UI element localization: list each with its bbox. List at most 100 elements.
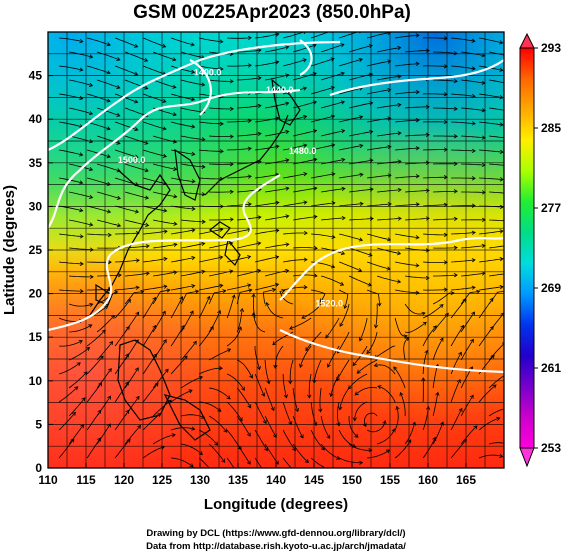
- streamline: [305, 331, 322, 351]
- streamline-arrowhead: [166, 288, 171, 293]
- streamline: [293, 216, 317, 221]
- streamline-arrowhead: [79, 152, 84, 157]
- y-tick-label: 10: [29, 374, 43, 388]
- streamline: [460, 395, 474, 417]
- streamline: [292, 443, 309, 463]
- streamline-arrowhead: [114, 290, 119, 295]
- streamline: [461, 107, 486, 111]
- streamline: [432, 292, 454, 305]
- streamline-arrowhead: [249, 374, 253, 379]
- streamline: [339, 303, 350, 327]
- streamline: [337, 401, 340, 426]
- streamline-arrowhead: [329, 392, 334, 398]
- streamline-arrowhead: [352, 417, 357, 422]
- streamline: [143, 230, 168, 235]
- streamline: [321, 188, 345, 193]
- streamline: [96, 79, 120, 89]
- streamline-arrowhead: [425, 48, 430, 53]
- streamline-arrowhead: [162, 181, 168, 186]
- streamline: [142, 121, 167, 130]
- streamline-arrowhead: [88, 194, 94, 199]
- streamline: [254, 345, 260, 370]
- axis-ticks: 110 115 120 125 130 135 140 145 150 155 160 165 0 5 10…: [29, 69, 477, 487]
- streamline: [374, 364, 396, 375]
- streamline: [255, 145, 279, 151]
- streamline: [283, 173, 307, 179]
- streamline-arrowhead: [534, 425, 537, 428]
- streamline-arrowhead: [397, 45, 402, 51]
- x-axis-label: Longitude (degrees): [204, 496, 348, 513]
- streamline-arrowhead: [357, 267, 363, 272]
- streamline: [124, 367, 139, 389]
- streamline: [320, 415, 331, 439]
- streamline-arrowhead: [326, 363, 331, 368]
- streamline-arrowhead: [471, 285, 476, 290]
- streamline: [170, 427, 195, 431]
- streamline-arrowhead: [538, 137, 541, 141]
- streamline-arrowhead: [341, 157, 346, 162]
- streamline: [152, 311, 166, 333]
- streamline: [283, 232, 308, 235]
- streamline: [115, 287, 140, 291]
- streamline: [330, 373, 340, 397]
- streamline-arrowhead: [386, 266, 391, 271]
- streamline: [451, 121, 476, 125]
- streamline: [114, 65, 138, 76]
- streamline: [142, 93, 166, 103]
- streamline: [208, 348, 231, 361]
- streamline-arrowhead: [319, 298, 324, 303]
- streamline-arrowhead: [116, 168, 121, 173]
- streamline-arrowhead: [302, 58, 307, 63]
- streamline-arrowhead: [110, 314, 116, 319]
- streamline: [171, 285, 195, 291]
- streamline: [69, 135, 93, 143]
- streamline-arrowhead: [313, 273, 318, 278]
- streamline-arrowhead: [443, 202, 448, 208]
- streamline-arrowhead: [458, 351, 462, 356]
- streamline-arrowhead: [201, 241, 206, 246]
- streamline: [422, 437, 436, 459]
- streamline: [237, 269, 261, 277]
- streamline: [395, 91, 420, 95]
- streamline: [348, 373, 368, 390]
- streamline: [170, 37, 195, 46]
- streamline-arrowhead: [470, 338, 474, 343]
- streamline-arrowhead: [471, 93, 476, 99]
- streamline-arrowhead: [126, 438, 131, 443]
- streamline: [422, 350, 428, 375]
- streamline-arrowhead: [399, 391, 404, 397]
- streamline-arrowhead: [256, 365, 261, 371]
- streamline-arrowhead: [107, 367, 112, 373]
- streamline: [321, 130, 345, 137]
- streamline-arrowhead: [79, 180, 84, 185]
- streamline-arrowhead: [534, 319, 538, 322]
- streamline: [209, 107, 234, 110]
- streamline: [348, 443, 372, 451]
- streamline-arrowhead: [257, 131, 262, 137]
- streamline: [432, 364, 439, 389]
- streamline-arrowhead: [247, 63, 252, 68]
- streamline-arrowhead: [312, 100, 318, 105]
- streamline-arrowhead: [387, 116, 392, 121]
- streamline: [451, 37, 475, 42]
- streamline: [349, 102, 373, 109]
- streamline-arrowhead: [443, 260, 448, 265]
- streamline: [198, 296, 210, 319]
- streamline-arrowhead: [303, 230, 308, 236]
- streamline-arrowhead: [107, 260, 112, 265]
- streamline: [142, 297, 156, 319]
- streamline-arrowhead: [522, 470, 525, 474]
- streamline: [68, 371, 88, 389]
- streamline-arrowhead: [219, 66, 224, 72]
- streamline: [86, 437, 101, 459]
- streamline: [367, 117, 391, 123]
- streamline-arrowhead: [209, 325, 214, 331]
- contour-label: 1480.0: [289, 146, 317, 156]
- streamline-arrowhead: [116, 112, 121, 117]
- streamline: [181, 443, 203, 455]
- streamline-arrowhead: [368, 252, 373, 257]
- streamline: [181, 163, 205, 168]
- streamline-arrowhead: [415, 290, 420, 295]
- streamline: [143, 285, 167, 291]
- streamline: [58, 386, 78, 403]
